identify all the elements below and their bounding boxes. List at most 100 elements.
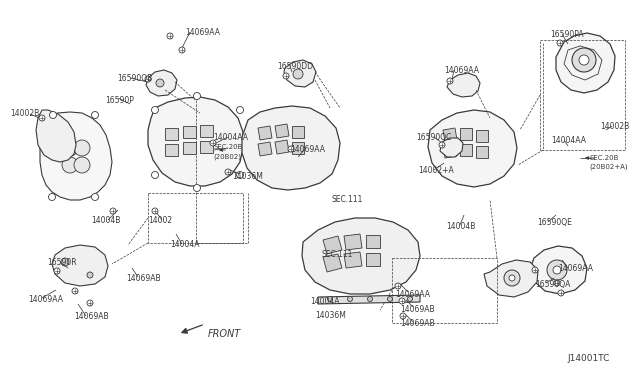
- Circle shape: [72, 288, 78, 294]
- Circle shape: [167, 33, 173, 39]
- Text: 14069AA: 14069AA: [558, 264, 593, 273]
- Text: 14069AA: 14069AA: [185, 28, 220, 37]
- Circle shape: [572, 48, 596, 72]
- Circle shape: [395, 283, 401, 289]
- Circle shape: [61, 258, 69, 266]
- Polygon shape: [428, 110, 517, 187]
- Circle shape: [110, 208, 116, 214]
- Circle shape: [509, 275, 515, 281]
- Circle shape: [399, 298, 405, 304]
- Circle shape: [554, 280, 560, 286]
- Polygon shape: [443, 144, 457, 158]
- Text: 14002+A: 14002+A: [418, 166, 454, 175]
- Polygon shape: [183, 126, 196, 138]
- Circle shape: [547, 260, 567, 280]
- Circle shape: [579, 55, 589, 65]
- Circle shape: [74, 140, 90, 156]
- Polygon shape: [275, 140, 289, 154]
- Circle shape: [557, 40, 563, 46]
- Polygon shape: [556, 33, 615, 93]
- Text: 16590P: 16590P: [105, 96, 134, 105]
- Text: 14069AB: 14069AB: [400, 319, 435, 328]
- Polygon shape: [460, 144, 472, 156]
- Polygon shape: [258, 142, 272, 156]
- Circle shape: [145, 76, 151, 82]
- Circle shape: [237, 106, 243, 113]
- Circle shape: [387, 296, 392, 301]
- Text: 14004B: 14004B: [91, 216, 120, 225]
- Text: 14069AB: 14069AB: [400, 305, 435, 314]
- Polygon shape: [284, 60, 316, 87]
- Polygon shape: [242, 106, 340, 190]
- Text: 16590QB: 16590QB: [117, 74, 152, 83]
- Polygon shape: [366, 235, 380, 248]
- Circle shape: [87, 272, 93, 278]
- Text: 14069AA: 14069AA: [395, 290, 430, 299]
- Text: 14004A: 14004A: [170, 240, 200, 249]
- Polygon shape: [200, 141, 213, 153]
- Polygon shape: [200, 125, 213, 137]
- Polygon shape: [292, 126, 304, 138]
- Text: 14069AB: 14069AB: [74, 312, 109, 321]
- Circle shape: [225, 169, 231, 175]
- Text: 14036M: 14036M: [232, 172, 263, 181]
- Text: 16590QC: 16590QC: [416, 133, 451, 142]
- Circle shape: [558, 290, 564, 296]
- Circle shape: [54, 268, 60, 274]
- Polygon shape: [440, 138, 463, 157]
- Polygon shape: [484, 260, 538, 297]
- Text: 14002B: 14002B: [600, 122, 629, 131]
- Circle shape: [328, 296, 333, 301]
- Circle shape: [193, 93, 200, 99]
- Circle shape: [447, 78, 453, 84]
- Circle shape: [152, 171, 159, 179]
- Polygon shape: [275, 124, 289, 138]
- Text: SEC.20B: SEC.20B: [589, 155, 618, 161]
- Text: (20B02+A): (20B02+A): [589, 164, 628, 170]
- Text: (20B02): (20B02): [213, 153, 241, 160]
- Circle shape: [62, 157, 78, 173]
- Polygon shape: [323, 236, 342, 254]
- Polygon shape: [344, 234, 362, 250]
- Circle shape: [237, 171, 243, 179]
- Polygon shape: [183, 142, 196, 154]
- Polygon shape: [530, 246, 587, 294]
- Polygon shape: [344, 252, 362, 268]
- Circle shape: [367, 296, 372, 301]
- Text: J14001TC: J14001TC: [567, 354, 609, 363]
- Polygon shape: [460, 128, 472, 140]
- Polygon shape: [366, 253, 380, 266]
- Polygon shape: [447, 73, 480, 97]
- Polygon shape: [476, 130, 488, 142]
- Text: 14069AA: 14069AA: [28, 295, 63, 304]
- Circle shape: [504, 270, 520, 286]
- Text: 14002B: 14002B: [10, 109, 39, 118]
- Circle shape: [439, 142, 445, 148]
- Circle shape: [92, 193, 99, 201]
- Circle shape: [293, 69, 303, 79]
- Text: FRONT: FRONT: [208, 329, 241, 339]
- Text: 16590QA: 16590QA: [535, 280, 570, 289]
- Circle shape: [152, 208, 158, 214]
- Bar: [540, 40, 625, 150]
- Polygon shape: [165, 128, 178, 140]
- Polygon shape: [323, 254, 342, 272]
- Circle shape: [62, 140, 78, 156]
- Text: 14036M: 14036M: [315, 311, 346, 320]
- Circle shape: [288, 146, 294, 152]
- Text: 16590DD: 16590DD: [277, 62, 313, 71]
- Text: SEC.111: SEC.111: [332, 195, 364, 204]
- Circle shape: [92, 112, 99, 119]
- Polygon shape: [258, 126, 272, 140]
- Text: 14004AA: 14004AA: [213, 133, 248, 142]
- Text: 14004A: 14004A: [310, 297, 339, 306]
- Text: SEC.111: SEC.111: [322, 250, 353, 259]
- Text: 14069AB: 14069AB: [126, 274, 161, 283]
- Circle shape: [283, 73, 289, 79]
- Circle shape: [348, 296, 353, 301]
- Polygon shape: [318, 295, 420, 304]
- Circle shape: [49, 193, 56, 201]
- Text: 14069AA: 14069AA: [444, 66, 479, 75]
- Text: 16590R: 16590R: [47, 258, 77, 267]
- Polygon shape: [146, 70, 177, 96]
